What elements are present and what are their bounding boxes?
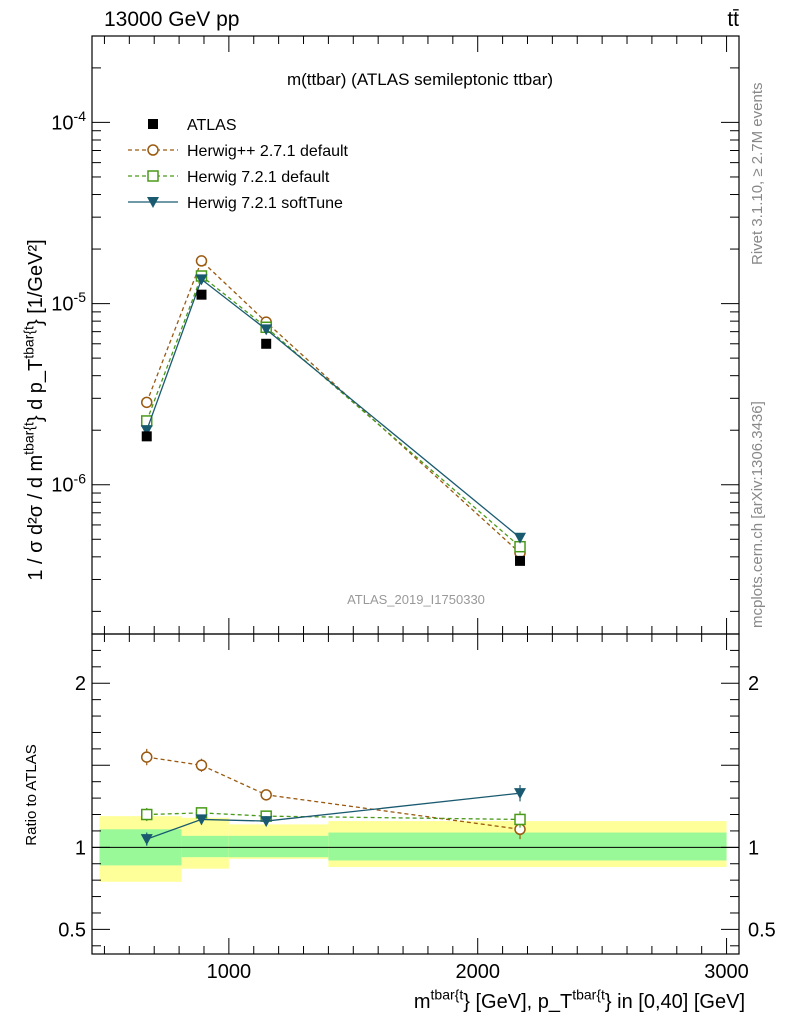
ratio-band-inner bbox=[228, 835, 329, 858]
mcplots-label: mcplots.cern.ch [arXiv:1306.3436] bbox=[749, 401, 766, 628]
ratio-y-tick-label: 2 bbox=[748, 673, 759, 695]
ratio-point bbox=[195, 759, 208, 772]
legend-label: ATLAS bbox=[187, 117, 237, 134]
series-line bbox=[146, 278, 521, 539]
data-point bbox=[141, 431, 152, 442]
y-tick-label: 10-5 bbox=[51, 289, 86, 315]
ratio-panel: 0.5 0.5 1 1 2 2 Ratio to ATLAS bbox=[23, 633, 776, 955]
y-tick-label: 10-6 bbox=[51, 470, 86, 496]
ratio-series-line bbox=[146, 812, 521, 821]
ratio-frame bbox=[91, 633, 740, 955]
x-tick-label: 1000 bbox=[207, 961, 252, 983]
legend-label: Herwig 7.2.1 default bbox=[187, 169, 330, 186]
ratio-y-ticks: 0.5 0.5 1 1 2 2 bbox=[58, 633, 776, 947]
y-axis-label-ratio: Ratio to ATLAS bbox=[23, 744, 40, 845]
legend-marker bbox=[148, 119, 158, 129]
legend-label: Herwig++ 2.7.1 default bbox=[187, 143, 349, 160]
data-point bbox=[195, 255, 208, 267]
ratio-point bbox=[514, 788, 527, 800]
ratio-point bbox=[140, 808, 153, 821]
header-left-label: 13000 GeV pp bbox=[104, 8, 239, 31]
chart-title: m(ttbar) (ATLAS semileptonic ttbar) bbox=[287, 70, 553, 89]
legend-marker bbox=[147, 144, 159, 156]
data-point bbox=[514, 532, 527, 544]
x-axis-ticks: 1000 2000 3000 bbox=[103, 36, 749, 983]
rivet-label: Rivet 3.1.10, ≥ 2.7M events bbox=[749, 83, 766, 266]
x-tick-label: 3000 bbox=[704, 961, 749, 983]
data-point bbox=[515, 555, 526, 566]
main-y-ticks: 10-6 10-5 10-4 bbox=[51, 67, 739, 612]
data-point bbox=[260, 324, 273, 336]
ratio-point bbox=[140, 751, 153, 763]
legend-label: Herwig 7.2.1 softTune bbox=[187, 195, 343, 212]
ratio-y-tick-label: 0.5 bbox=[748, 919, 776, 941]
series-line bbox=[146, 259, 521, 554]
legend-marker bbox=[147, 197, 159, 208]
x-tick-label: 2000 bbox=[455, 961, 500, 983]
data-point bbox=[196, 289, 207, 300]
header-right-label: tt̄ bbox=[727, 8, 739, 31]
ratio-y-tick-label: 1 bbox=[748, 837, 759, 859]
series-line bbox=[146, 274, 521, 548]
ratio-y-tick-label: 2 bbox=[75, 673, 86, 695]
data-point bbox=[261, 338, 272, 349]
legend-marker bbox=[147, 170, 159, 182]
analysis-label: ATLAS_2019_I1750330 bbox=[347, 592, 485, 607]
data-point bbox=[195, 274, 208, 286]
ratio-series-line bbox=[146, 792, 521, 840]
main-series-layer bbox=[140, 255, 527, 566]
ratio-point bbox=[140, 834, 153, 846]
x-axis-label: mtbar{t} [GeV], p_Ttbar{t} in [0,40] [Ge… bbox=[414, 987, 745, 1013]
ratio-uncertainty-bands bbox=[99, 816, 727, 882]
y-axis-label-main: 1 / σ d²σ / d mtbar{t} d p_Ttbar{t} [1/G… bbox=[21, 239, 47, 580]
ratio-series-line bbox=[146, 756, 521, 830]
ratio-series-layer bbox=[140, 748, 527, 846]
legend: ATLAS Herwig++ 2.7.1 default Herwig 7.2.1 … bbox=[128, 117, 349, 212]
ratio-band-inner bbox=[328, 832, 727, 861]
ratio-point bbox=[195, 814, 208, 826]
y-tick-label: 10-4 bbox=[51, 108, 86, 134]
ratio-y-tick-label: 1 bbox=[75, 837, 86, 859]
main-panel: 10-6 10-5 10-4 m(ttbar) (ATLAS semileptoni… bbox=[21, 35, 740, 635]
ratio-point bbox=[260, 789, 272, 801]
ratio-band-inner bbox=[181, 835, 229, 858]
ratio-y-tick-label: 0.5 bbox=[58, 919, 86, 941]
ratio-point bbox=[514, 813, 526, 826]
data-point bbox=[140, 425, 153, 437]
data-point bbox=[140, 396, 153, 409]
ratio-point bbox=[260, 816, 273, 828]
